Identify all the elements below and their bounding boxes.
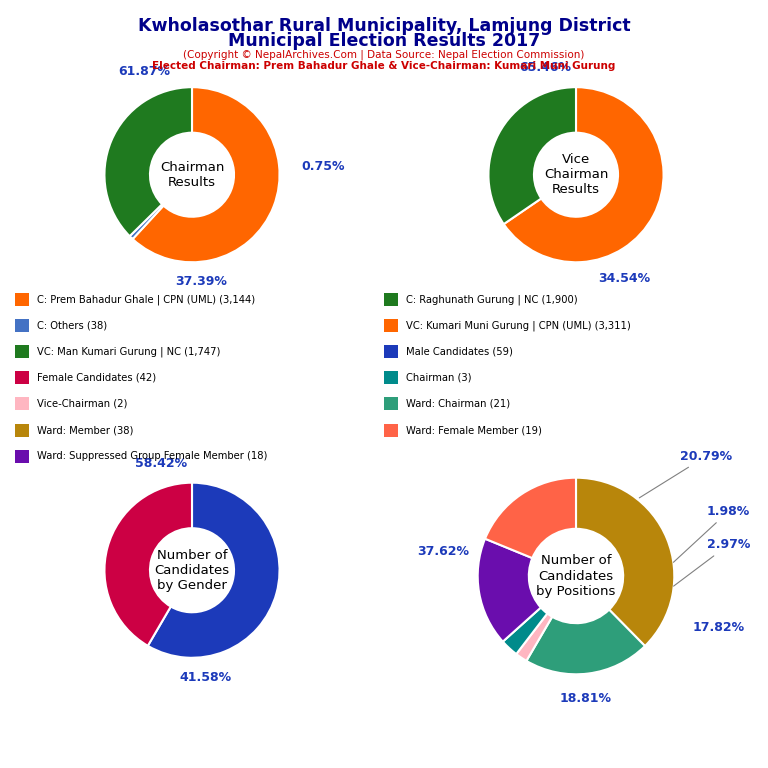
Text: 18.81%: 18.81%: [560, 693, 612, 705]
Text: Kwholasothar Rural Municipality, Lamjung District: Kwholasothar Rural Municipality, Lamjung…: [137, 17, 631, 35]
Wedge shape: [133, 88, 280, 262]
Text: 58.42%: 58.42%: [135, 457, 187, 470]
Text: Chairman (3): Chairman (3): [406, 372, 471, 383]
Text: 1.98%: 1.98%: [674, 505, 750, 562]
Text: Ward: Chairman (21): Ward: Chairman (21): [406, 399, 510, 409]
Text: 34.54%: 34.54%: [598, 272, 650, 284]
Text: Female Candidates (42): Female Candidates (42): [37, 372, 156, 383]
Wedge shape: [147, 483, 280, 657]
Wedge shape: [503, 607, 548, 654]
Text: 17.82%: 17.82%: [693, 621, 745, 634]
Wedge shape: [130, 204, 164, 239]
Text: Elected Chairman: Prem Bahadur Ghale & Vice-Chairman: Kumari Muni Gurung: Elected Chairman: Prem Bahadur Ghale & V…: [152, 61, 616, 71]
Wedge shape: [488, 88, 576, 224]
Text: 41.58%: 41.58%: [179, 670, 231, 684]
Text: 20.79%: 20.79%: [639, 450, 732, 498]
Wedge shape: [485, 478, 576, 558]
Wedge shape: [104, 88, 192, 237]
Text: 37.62%: 37.62%: [417, 545, 469, 558]
Text: Ward: Female Member (19): Ward: Female Member (19): [406, 425, 541, 435]
Text: Municipal Election Results 2017: Municipal Election Results 2017: [228, 32, 540, 50]
Text: C: Raghunath Gurung | NC (1,900): C: Raghunath Gurung | NC (1,900): [406, 294, 577, 305]
Text: Ward: Suppressed Group Female Member (18): Ward: Suppressed Group Female Member (18…: [37, 451, 267, 462]
Text: 65.46%: 65.46%: [519, 61, 571, 74]
Text: 0.75%: 0.75%: [302, 161, 345, 174]
Wedge shape: [526, 610, 645, 674]
Text: Ward: Member (38): Ward: Member (38): [37, 425, 133, 435]
Text: 2.97%: 2.97%: [674, 538, 750, 586]
Wedge shape: [104, 483, 192, 646]
Text: Chairman
Results: Chairman Results: [160, 161, 224, 189]
Text: Number of
Candidates
by Positions: Number of Candidates by Positions: [536, 554, 616, 598]
Wedge shape: [504, 88, 664, 262]
Text: (Copyright © NepalArchives.Com | Data Source: Nepal Election Commission): (Copyright © NepalArchives.Com | Data So…: [184, 50, 584, 61]
Text: Male Candidates (59): Male Candidates (59): [406, 346, 512, 357]
Text: VC: Kumari Muni Gurung | CPN (UML) (3,311): VC: Kumari Muni Gurung | CPN (UML) (3,31…: [406, 320, 631, 331]
Text: VC: Man Kumari Gurung | NC (1,747): VC: Man Kumari Gurung | NC (1,747): [37, 346, 220, 357]
Wedge shape: [576, 478, 674, 646]
Text: 37.39%: 37.39%: [175, 275, 227, 288]
Text: C: Prem Bahadur Ghale | CPN (UML) (3,144): C: Prem Bahadur Ghale | CPN (UML) (3,144…: [37, 294, 255, 305]
Text: C: Others (38): C: Others (38): [37, 320, 107, 331]
Text: Vice
Chairman
Results: Vice Chairman Results: [544, 154, 608, 196]
Wedge shape: [478, 538, 541, 641]
Text: 61.87%: 61.87%: [118, 65, 170, 78]
Text: Vice-Chairman (2): Vice-Chairman (2): [37, 399, 127, 409]
Wedge shape: [516, 614, 552, 661]
Text: Number of
Candidates
by Gender: Number of Candidates by Gender: [154, 549, 230, 591]
